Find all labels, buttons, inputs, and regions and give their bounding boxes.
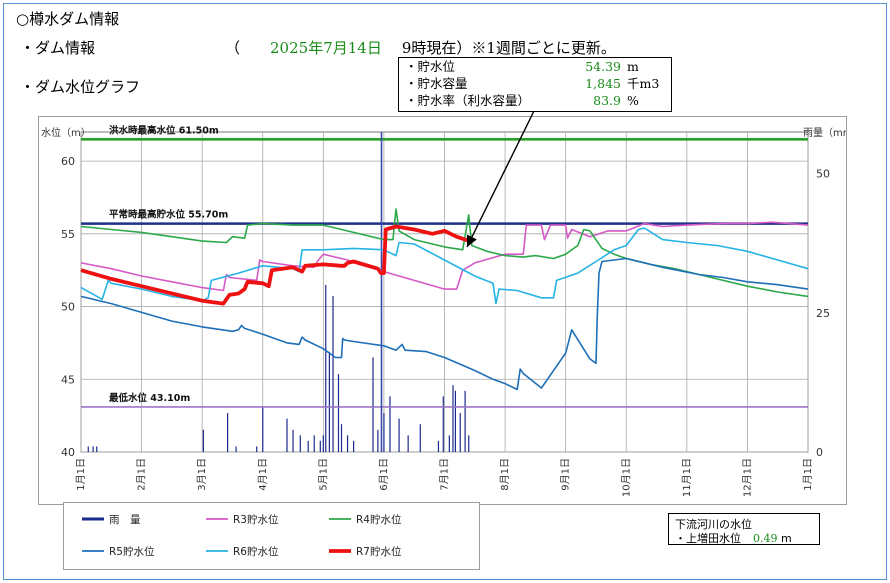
- x-tick-label: 9月1日: [560, 458, 572, 491]
- x-tick-label: 1月1日: [802, 458, 814, 491]
- x-tick-label: 2月1日: [136, 458, 148, 491]
- page-title: ○樽水ダム情報: [16, 10, 120, 28]
- y-tick-label: 55: [61, 228, 75, 241]
- legend: 雨 量 R3貯水位 R4貯水位 R5貯水位 R6貯水位 R7貯水位: [63, 502, 480, 570]
- date-open-paren: （: [225, 39, 241, 57]
- series-line: [80, 257, 809, 391]
- info-value: 1,845: [585, 76, 621, 91]
- info-value: 83.9: [593, 93, 621, 108]
- y2-axis-label: 雨量（mm）: [803, 127, 846, 139]
- reference-line-label: 平常時最高貯水位 55.70m: [109, 209, 228, 221]
- current-status-box: ・貯水位 54.39 m ・貯水容量 1,845 千m3 ・貯水率（利水容量） …: [398, 57, 672, 112]
- info-label: ・貯水容量: [405, 76, 468, 91]
- legend-label: R3貯水位: [233, 513, 279, 526]
- info-value: 54.39: [585, 59, 621, 74]
- x-tick-label: 6月1日: [378, 458, 390, 491]
- x-tick-label: 12月1日: [741, 458, 753, 497]
- river-row: ・上増田水位 0.49 m: [675, 530, 792, 546]
- info-label: ・貯水位: [405, 59, 456, 74]
- x-tick-label: 8月1日: [499, 458, 511, 491]
- chart-panel: 40 45 50 55 60 0 25 50 水位（m） 雨量（mm） 1月1日 2月1日 3月1日 4月…: [38, 116, 847, 505]
- river-level-box: 下流河川の水位 ・上増田水位 0.49 m: [668, 513, 820, 545]
- river-title: 下流河川の水位: [675, 518, 752, 531]
- y-axis-label: 水位（m）: [41, 126, 91, 139]
- x-tick-label: 3月1日: [196, 458, 208, 491]
- legend-graphic: 雨 量 R3貯水位 R4貯水位 R5貯水位 R6貯水位 R7貯水位: [82, 513, 402, 558]
- y-tick-label: 60: [61, 155, 75, 168]
- update-note: 9時現在）※1週間ごとに更新。: [401, 39, 616, 57]
- series-line: [80, 224, 473, 306]
- river-label: ・上増田水位: [675, 532, 741, 545]
- x-tick-label: 1月1日: [75, 458, 87, 491]
- legend-label: R6貯水位: [233, 545, 279, 558]
- y2-tick-label: 25: [816, 307, 830, 320]
- river-unit: m: [781, 532, 792, 545]
- river-value: 0.49: [753, 532, 778, 545]
- legend-label: R5貯水位: [109, 545, 155, 558]
- info-row-rate: ・貯水率（利水容量） 83.9 %: [399, 92, 671, 109]
- x-tick-label: 11月1日: [681, 458, 693, 497]
- info-label: ・貯水率（利水容量）: [405, 93, 531, 108]
- legend-label: 雨 量: [109, 514, 141, 526]
- y-tick-label: 40: [61, 446, 75, 459]
- info-unit: m: [627, 59, 639, 74]
- update-date: 2025年7月14日: [270, 39, 382, 57]
- update-date-line: （ 2025年7月14日 9時現在）※1週間ごとに更新。: [225, 37, 616, 58]
- x-tick-label: 5月1日: [317, 458, 329, 491]
- y2-tick-label: 50: [816, 168, 830, 181]
- dam-level-chart: 40 45 50 55 60 0 25 50 水位（m） 雨量（mm） 1月1日 2月1日 3月1日 4月…: [41, 124, 846, 497]
- dam-info-heading: ・ダム情報 （ 2025年7月14日 9時現在）※1週間ごとに更新。: [20, 37, 616, 58]
- reference-line-label: 最低水位 43.10m: [109, 392, 190, 404]
- series-line: [80, 227, 809, 305]
- info-unit: 千m3: [627, 76, 660, 91]
- dam-info-label: ・ダム情報: [20, 39, 96, 57]
- info-row-level: ・貯水位 54.39 m: [399, 58, 671, 75]
- graph-heading: ・ダム水位グラフ: [20, 78, 141, 96]
- info-row-volume: ・貯水容量 1,845 千m3: [399, 75, 671, 92]
- y-tick-label: 45: [61, 373, 75, 386]
- legend-label: R4貯水位: [356, 513, 402, 526]
- page-frame: [3, 3, 887, 580]
- y2-tick-label: 0: [816, 446, 823, 459]
- x-tick-label: 4月1日: [257, 458, 269, 491]
- reference-line-label: 洪水時最高水位 61.50m: [109, 124, 219, 136]
- info-unit: %: [627, 93, 639, 108]
- x-tick-label: 10月1日: [620, 458, 632, 497]
- x-tick-label: 7月1日: [439, 458, 451, 491]
- legend-label: R7貯水位: [356, 545, 402, 558]
- y-tick-label: 50: [61, 301, 75, 314]
